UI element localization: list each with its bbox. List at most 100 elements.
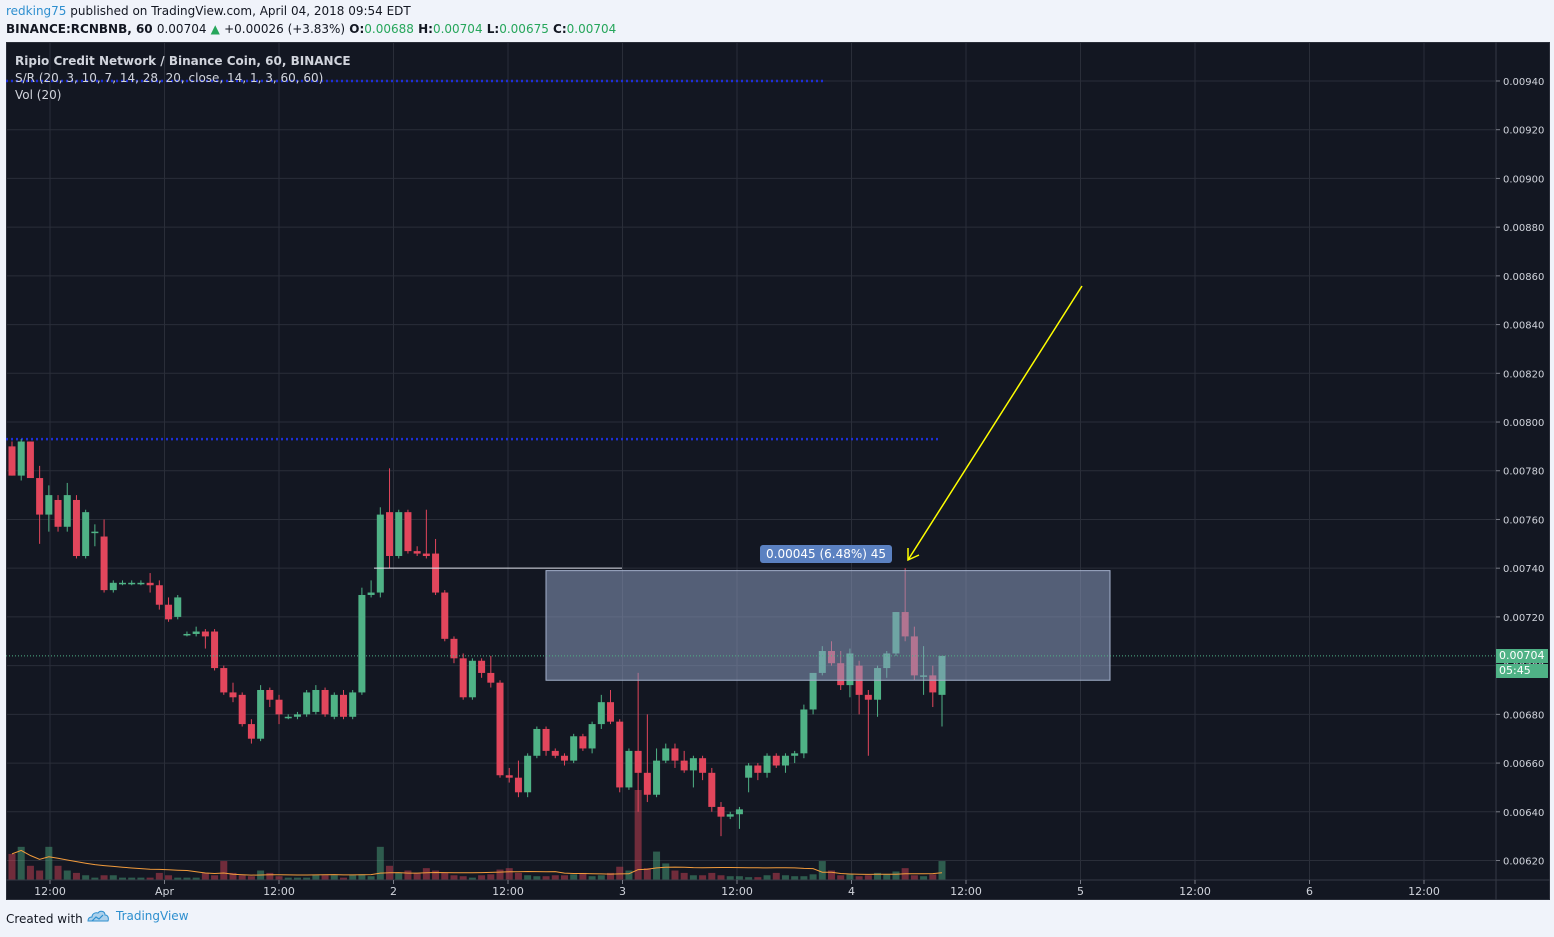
volume-bar xyxy=(8,853,16,880)
volume-bar xyxy=(763,875,771,880)
volume-bar xyxy=(597,875,605,880)
candle-body xyxy=(735,809,743,815)
volume-bar xyxy=(791,876,799,880)
volume-bar xyxy=(404,870,412,880)
volume-bar xyxy=(330,875,338,880)
volume-bar xyxy=(367,876,375,880)
volume-bar xyxy=(376,846,384,880)
last-price-tag: 0.00704 xyxy=(1496,648,1548,663)
candle-body xyxy=(45,495,53,515)
volume-bar xyxy=(72,872,80,880)
close-value: 0.00704 xyxy=(566,22,617,36)
volume-bar xyxy=(238,875,246,880)
time-tick-label: 6 xyxy=(1306,885,1313,898)
volume-bar xyxy=(551,875,559,880)
volume-bar xyxy=(772,872,780,880)
candle-body xyxy=(441,592,449,639)
volume-bar xyxy=(450,875,458,880)
candle-body xyxy=(781,755,789,766)
volume-bar xyxy=(800,876,808,880)
price-tick-label: 0.00720 xyxy=(1503,613,1544,624)
volume-bar xyxy=(671,870,679,880)
candle-body xyxy=(395,512,403,557)
candle-body xyxy=(339,694,347,717)
volume-bar xyxy=(165,875,173,880)
legend-sr-indicator[interactable]: S/R (20, 3, 10, 7, 14, 28, 20, close, 14… xyxy=(15,71,324,85)
volume-bar xyxy=(118,877,126,880)
candle-body xyxy=(386,512,394,557)
candle-body xyxy=(505,775,513,778)
candle-body xyxy=(128,582,136,585)
candle-body xyxy=(183,633,191,636)
candle-body xyxy=(72,499,80,557)
volume-bar xyxy=(514,872,522,880)
volume-bar xyxy=(920,876,928,880)
time-tick-label: 12:00 xyxy=(263,885,295,898)
volume-bar xyxy=(634,790,642,880)
volume-bar xyxy=(468,877,476,880)
volume-bar xyxy=(745,877,753,880)
candle-body xyxy=(772,755,780,766)
volume-bar xyxy=(174,877,182,880)
high-value: 0.00704 xyxy=(432,22,483,36)
candle-body xyxy=(174,597,182,617)
volume-bar xyxy=(542,876,550,880)
volume-bar xyxy=(293,877,301,880)
candle-body xyxy=(754,765,762,773)
candle-body xyxy=(312,689,320,712)
volume-bar xyxy=(321,875,329,880)
candlesticks xyxy=(8,439,946,837)
candle-body xyxy=(745,765,753,778)
publish-info: redking75 published on TradingView.com, … xyxy=(6,4,411,18)
time-tick-label: 5 xyxy=(1077,885,1084,898)
candle-body xyxy=(91,531,99,534)
close-label: C: xyxy=(553,22,567,36)
candle-body xyxy=(616,721,624,788)
price-tick-label: 0.00680 xyxy=(1503,710,1544,721)
volume-bar xyxy=(155,872,163,880)
volume-bar xyxy=(183,877,191,880)
volume-bar xyxy=(708,872,716,880)
candle-body xyxy=(155,585,163,605)
author-link[interactable]: redking75 xyxy=(6,4,67,18)
time-tick-label: 12:00 xyxy=(1179,885,1211,898)
legend-volume-indicator[interactable]: Vol (20) xyxy=(15,88,62,102)
up-triangle-icon: ▲ xyxy=(210,22,220,36)
candle-body xyxy=(514,777,522,793)
arrow-head-icon xyxy=(907,548,920,562)
tradingview-brand[interactable]: TradingView xyxy=(116,909,189,923)
price-chart[interactable]: 0.006200.006400.006600.006800.007000.007… xyxy=(6,42,1550,900)
volume-bar xyxy=(588,876,596,880)
price-tick-label: 0.00740 xyxy=(1503,564,1544,575)
time-tick-label: 12:00 xyxy=(721,885,753,898)
candle-body xyxy=(275,699,283,715)
candle-body xyxy=(874,668,882,700)
candle-body xyxy=(100,536,108,591)
low-value: 0.00675 xyxy=(499,22,549,36)
time-tick-label: 12:00 xyxy=(492,885,524,898)
candle-body xyxy=(293,714,301,717)
candle-body xyxy=(468,660,476,698)
volume-bar xyxy=(54,865,62,880)
volume-bar xyxy=(487,874,495,880)
candle-body xyxy=(349,692,357,717)
time-tick-label: 4 xyxy=(848,885,855,898)
volume-bar xyxy=(229,872,237,880)
candle-body xyxy=(478,660,486,673)
tradingview-logo[interactable]: TradingView xyxy=(86,909,189,923)
candle-body xyxy=(303,692,311,715)
price-tick-label: 0.00760 xyxy=(1503,515,1544,526)
candle-body xyxy=(404,512,412,552)
candle-body xyxy=(662,748,670,761)
volume-bar xyxy=(211,875,219,880)
volume-bar xyxy=(735,876,743,880)
tradingview-cloud-icon xyxy=(87,910,109,922)
candle-body xyxy=(607,702,615,722)
volume-bar xyxy=(478,875,486,880)
volume-bar xyxy=(855,876,863,880)
volume-bar xyxy=(422,868,430,880)
candle-body xyxy=(809,672,817,710)
volume-bar xyxy=(781,875,789,880)
legend-title[interactable]: Ripio Credit Network / Binance Coin, 60,… xyxy=(15,54,351,68)
volume-bar xyxy=(524,875,532,880)
